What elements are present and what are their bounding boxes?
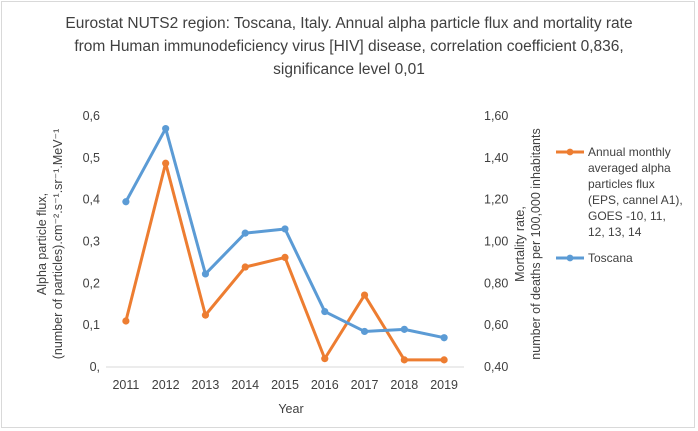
series-1-point [201, 311, 210, 319]
legend-series-1-label: Annual monthly [588, 145, 671, 159]
chart-title-line-1: Eurostat NUTS2 region: Toscana, Italy. A… [65, 15, 632, 32]
legend-series-1-label: GOES -10, 11, [588, 209, 666, 223]
series-2-point [162, 124, 170, 133]
chart-title-line-2: from Human immunodeficiency virus [HIV] … [74, 38, 623, 55]
x-tick-label: 2019 [430, 378, 458, 392]
series-2-point [201, 270, 210, 278]
y-left-tick-label: 0,5 [83, 151, 100, 165]
y-left-tick-label: 0, [90, 360, 100, 374]
legend-series-1-label: 12, 13, 14 [588, 225, 642, 239]
y-left-tick-label: 0,4 [83, 193, 100, 207]
x-tick-label: 2011 [112, 378, 139, 392]
y-right-tick-label: 1,00 [484, 235, 508, 249]
chart-title-line-3: significance level 0,01 [273, 61, 425, 78]
y-right-tick-label: 0,60 [484, 318, 508, 332]
series-2-point [400, 325, 408, 333]
x-tick-label: 2016 [311, 378, 339, 392]
x-tick-label: 2018 [390, 378, 418, 392]
series-2-point [281, 225, 289, 233]
legend-series-2-swatch-marker [566, 254, 574, 262]
y-left-axis-title-line-1: Alpha particle flux, [35, 193, 49, 295]
series-1-point [440, 356, 448, 364]
series-2-line [124, 127, 446, 340]
y-right-axis-title-line-2: number of deaths per 100,000 inhabitants [529, 128, 543, 359]
y-right-tick-label: 0,80 [484, 276, 508, 290]
series-2-point [122, 198, 130, 206]
x-tick-label: 2014 [231, 378, 259, 392]
y-right-tick-label: 1,60 [484, 109, 508, 123]
series-2-point [321, 307, 329, 316]
series-1-point [281, 253, 289, 261]
series-1-point [122, 317, 130, 325]
x-tick-label: 2013 [192, 378, 220, 392]
legend-series-2-label: Toscana [588, 251, 633, 265]
y-left-axis-title: Alpha particle flux, (number of particle… [35, 129, 65, 360]
legend-series-1-swatch-marker [566, 148, 574, 156]
x-tick-label: 2012 [152, 378, 180, 392]
legend-series-1-label: particles flux [588, 177, 655, 191]
legend: Annual monthly averaged alpha particles fl… [556, 145, 683, 265]
y-right-axis-title: Mortality rate, number of deaths per 100… [513, 128, 543, 359]
series-2-point [360, 327, 369, 336]
y-left-tick-label: 0,6 [83, 109, 100, 123]
plot-area: 2011 2012 2013 2014 2015 2016 2017 2018 2019 0, 0,… [83, 109, 509, 392]
y-right-tick-label: 1,20 [484, 193, 508, 207]
legend-series-1-label: averaged alpha [588, 161, 671, 175]
series-1-point [162, 159, 170, 167]
y-right-tick-label: 0,40 [484, 360, 508, 374]
chart-title: Eurostat NUTS2 region: Toscana, Italy. A… [65, 15, 632, 78]
x-tick-label: 2017 [351, 378, 379, 392]
series-2-point [440, 334, 448, 342]
series-1-point [400, 356, 408, 364]
y-left-axis-title-line-2: (number of particles).cm⁻².s⁻¹.sr⁻¹.MeV⁻… [51, 129, 65, 360]
y-left-tick-label: 0,3 [83, 235, 100, 249]
series-1-point [321, 355, 329, 363]
series-1-point [360, 291, 369, 299]
y-left-tick-label: 0,2 [83, 276, 100, 290]
series-2-point [241, 229, 249, 237]
x-axis-title: Year [278, 402, 303, 416]
y-right-tick-label: 1,40 [484, 151, 508, 165]
legend-series-1-label: (EPS, cannel A1), [588, 193, 683, 207]
y-left-tick-label: 0,1 [83, 318, 100, 332]
y-right-axis-title-line-1: Mortality rate, [513, 206, 527, 282]
series-1-point [241, 263, 249, 271]
x-tick-label: 2015 [271, 378, 299, 392]
